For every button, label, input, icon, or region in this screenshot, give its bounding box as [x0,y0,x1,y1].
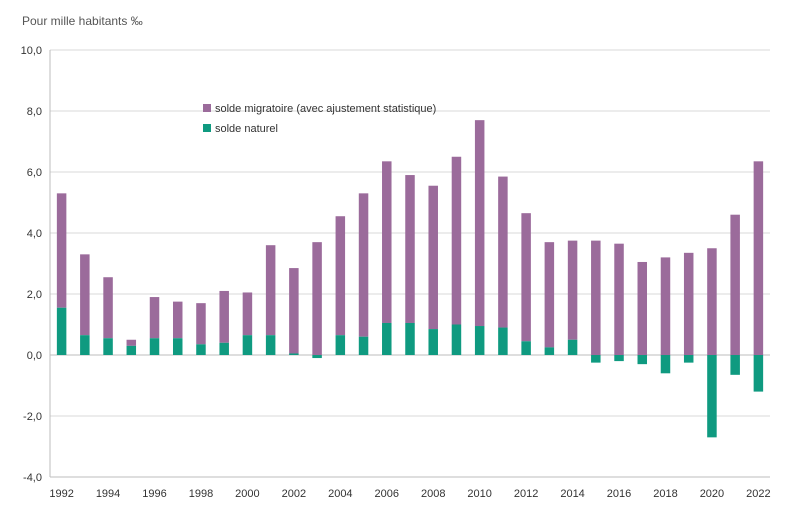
bar-solde-migratoire [382,161,392,323]
x-tick-label: 1998 [189,488,213,500]
x-tick-label: 2010 [467,488,491,500]
bar-solde-naturel [358,336,369,355]
legend-label: solde naturel [215,123,278,135]
bar-solde-naturel [498,327,508,355]
bar-solde-naturel [219,342,229,355]
bar-solde-naturel [289,353,299,355]
y-tick-label: 4,0 [27,228,42,240]
bar-solde-migratoire [567,240,578,340]
bar-solde-naturel [312,355,322,359]
bar-solde-migratoire [80,254,90,336]
bar-solde-naturel [707,355,717,438]
bar-solde-migratoire [428,185,438,330]
x-tick-label: 2006 [375,488,399,500]
bar-solde-migratoire [591,240,601,355]
bar-solde-naturel [660,355,671,374]
bar-solde-naturel [591,355,601,363]
x-tick-label: 1994 [96,488,120,500]
legend-swatch [203,104,211,112]
y-axis-title: Pour mille habitants ‰ [22,14,143,28]
bar-solde-migratoire [637,261,648,355]
bar-solde-naturel [405,322,415,355]
x-tick-label: 1992 [49,488,73,500]
y-tick-label: 6,0 [27,167,42,179]
bar-solde-migratoire [683,252,694,355]
bar-solde-migratoire [730,214,740,355]
bar-solde-naturel [126,345,137,355]
x-tick-label: 2000 [235,488,259,500]
bar-solde-migratoire [753,161,764,355]
x-tick-label: 2014 [560,488,584,500]
bar-solde-naturel [242,335,253,355]
bar-solde-migratoire [474,120,485,327]
bar-solde-migratoire [196,303,206,345]
bar-solde-migratoire [172,301,183,339]
x-tick-label: 2002 [282,488,306,500]
x-tick-label: 2004 [328,488,352,500]
bar-solde-migratoire [405,175,415,323]
bar-solde-migratoire [289,268,299,354]
bar-solde-migratoire [242,292,253,336]
bar-solde-migratoire [660,257,671,355]
legend: solde migratoire (avec ajustement statis… [203,103,436,135]
bar-solde-migratoire [358,193,369,337]
y-tick-label: 2,0 [27,289,42,301]
bar-solde-migratoire [126,339,137,346]
bar-solde-migratoire [219,290,229,343]
bar-solde-naturel [521,341,531,355]
bar-solde-migratoire [521,213,531,342]
y-tick-labels: -4,0 -2,0 0,0 2,0 4,0 6,0 8,0 10,0 [21,45,42,484]
bar-solde-naturel [753,355,764,392]
y-tick-label: -4,0 [23,472,42,484]
bar-solde-migratoire [451,156,462,325]
bar-solde-naturel [382,322,392,355]
bar-solde-naturel [103,338,113,355]
bar-solde-naturel [335,335,346,355]
legend-swatch [203,124,211,132]
bar-solde-migratoire [312,242,322,355]
bar-solde-naturel [567,339,578,355]
x-tick-label: 2016 [607,488,631,500]
bar-solde-migratoire [56,193,67,308]
bar-solde-migratoire [498,176,508,328]
bar-solde-migratoire [149,297,160,339]
bar-solde-naturel [614,355,624,362]
bar-solde-naturel [683,355,694,363]
y-tick-label: -2,0 [23,411,42,423]
bar-solde-migratoire [544,242,555,348]
x-tick-label: 2022 [746,488,770,500]
bar-solde-naturel [80,335,90,355]
legend-label: solde migratoire (avec ajustement statis… [215,103,436,115]
bar-solde-migratoire [335,216,346,336]
x-tick-label: 2012 [514,488,538,500]
bar-solde-naturel [474,326,485,355]
y-tick-label: 10,0 [21,45,42,57]
bar-solde-naturel [172,338,183,355]
x-tick-labels: 1992 1994 1996 1998 2000 2002 2004 2006 2008 2010… [49,488,770,500]
bar-solde-naturel [265,335,276,355]
x-tick-label: 1996 [142,488,166,500]
y-tick-label: 0,0 [27,350,42,362]
y-tick-label: 8,0 [27,106,42,118]
x-tick-label: 2018 [653,488,677,500]
x-tick-label: 2008 [421,488,445,500]
bar-solde-migratoire [707,248,717,355]
bar-solde-naturel [544,347,555,355]
bar-solde-migratoire [614,243,624,355]
bar-solde-migratoire [265,245,276,336]
bar-solde-naturel [637,355,648,365]
bar-solde-migratoire [103,277,113,339]
bar-solde-naturel [196,344,206,355]
bars [56,120,764,438]
bar-solde-naturel [428,329,438,355]
x-tick-label: 2020 [700,488,724,500]
bar-solde-naturel [451,324,462,355]
bar-solde-naturel [730,355,740,375]
bar-solde-naturel [56,307,67,355]
bar-solde-naturel [149,338,160,355]
